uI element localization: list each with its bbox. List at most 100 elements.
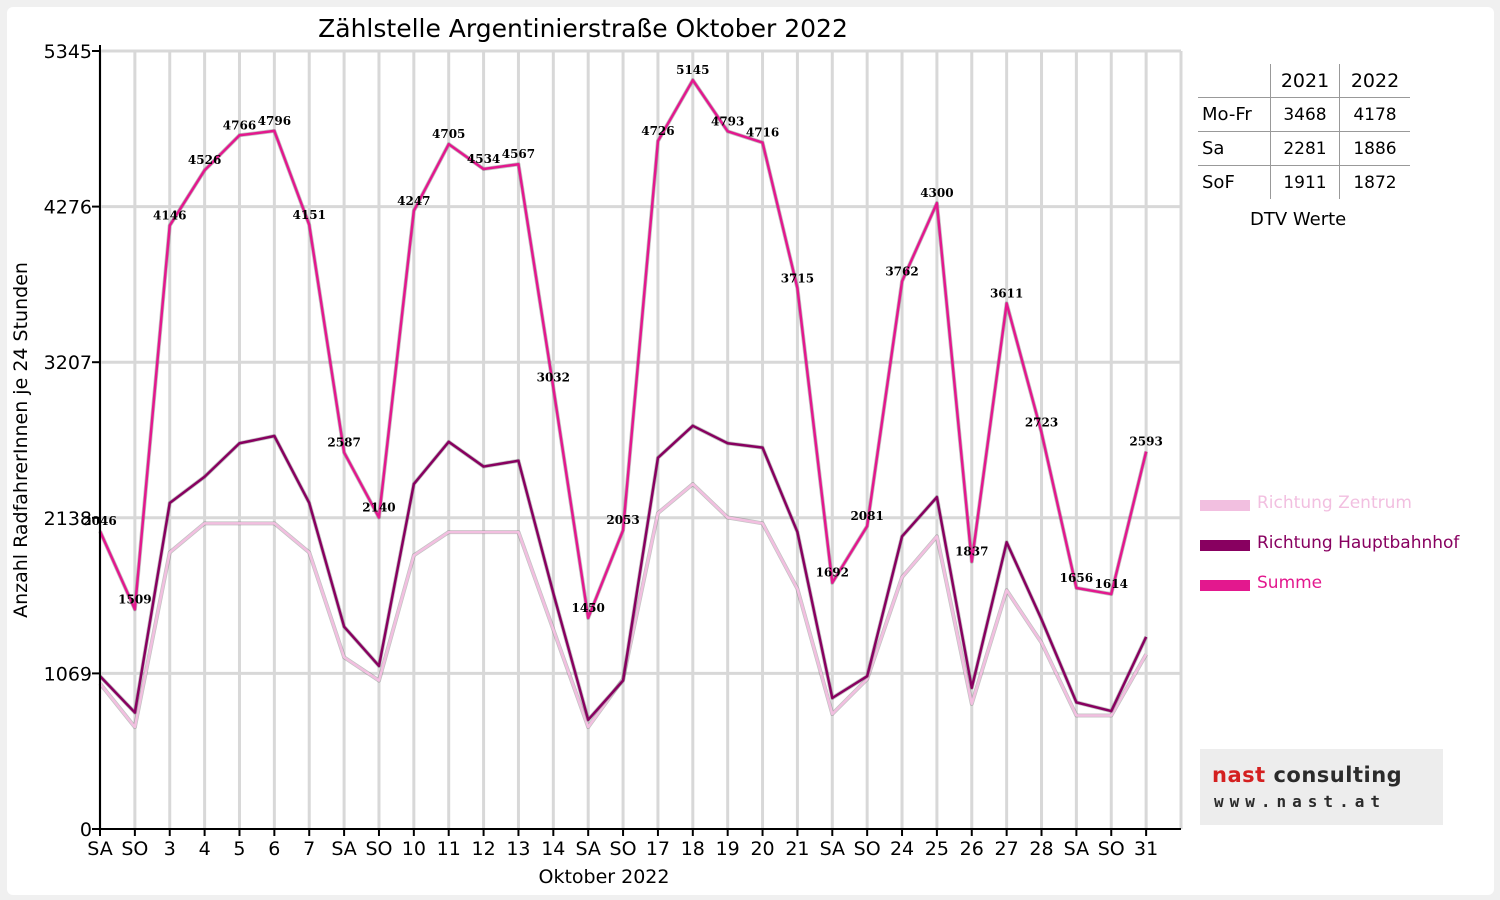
x-tick-label: SA — [575, 838, 600, 860]
x-tick-label: SA — [820, 838, 845, 860]
x-tick-label: 18 — [681, 838, 705, 860]
data-label: 4146 — [153, 209, 186, 223]
data-label: 1837 — [955, 545, 988, 559]
series-line — [99, 424, 1148, 722]
data-label: 4796 — [258, 114, 291, 128]
x-tick-label: 6 — [268, 838, 280, 860]
dtv-cell-2022: 4178 — [1339, 97, 1410, 132]
legend-item-hauptbahnhof: Richtung Hauptbahnhof — [1198, 533, 1498, 555]
data-label: 2046 — [83, 514, 116, 528]
x-tick-label: SA — [87, 838, 112, 860]
data-label: 4567 — [502, 147, 535, 161]
x-tick-label: 12 — [471, 838, 495, 860]
x-tick-label: 7 — [303, 838, 315, 860]
legend-label: Richtung Hauptbahnhof — [1257, 533, 1460, 553]
legend-label: Summe — [1257, 573, 1323, 593]
data-label: 3715 — [781, 271, 814, 285]
y-axis-label: Anzahl RadfahrerInnen je 24 Stunden — [10, 262, 32, 618]
x-tick-label: 14 — [541, 838, 565, 860]
x-tick-label: 17 — [646, 838, 670, 860]
data-label: 2587 — [327, 435, 360, 449]
data-label: 2593 — [1129, 435, 1162, 449]
data-label: 4300 — [920, 186, 953, 200]
x-tick-label: 26 — [960, 838, 984, 860]
x-tick-label: SO — [854, 838, 881, 860]
x-tick-label: 31 — [1134, 838, 1158, 860]
dtv-table: 2021 2022 Mo-Fr 3468 4178 Sa 2281 1886 S… — [1198, 64, 1410, 199]
logo-wordmark: nast consulting — [1212, 763, 1402, 787]
data-label: 4151 — [293, 208, 326, 222]
data-label: 3611 — [990, 286, 1023, 300]
y-tick-label: 5345 — [44, 41, 92, 63]
x-axis-label: Oktober 2022 — [539, 866, 670, 888]
data-label: 4526 — [188, 153, 221, 167]
data-label: 1656 — [1060, 571, 1093, 585]
dtv-cell-2022: 1872 — [1353, 172, 1397, 193]
x-tick-label: 13 — [506, 838, 530, 860]
x-tick-label: 25 — [925, 838, 949, 860]
dtv-row-label: SoF — [1198, 165, 1271, 199]
dtv-header-2021: 2021 — [1270, 64, 1340, 98]
data-label: 3032 — [537, 371, 570, 385]
dtv-row-label: Mo-Fr — [1198, 97, 1271, 132]
logo-url: www.nast.at — [1214, 792, 1386, 811]
data-label: 4793 — [711, 114, 744, 128]
x-tick-label: 28 — [1029, 838, 1053, 860]
data-label: 1450 — [571, 601, 604, 615]
data-label: 4766 — [223, 118, 256, 132]
y-tick-label: 3207 — [44, 352, 92, 374]
data-label: 4726 — [641, 124, 674, 138]
dtv-caption: DTV Werte — [1250, 209, 1347, 230]
x-tick-label: 27 — [995, 838, 1019, 860]
x-tick-label: SA — [331, 838, 356, 860]
data-label: 1509 — [118, 592, 151, 606]
data-label: 2140 — [362, 501, 395, 515]
x-tick-label: 21 — [785, 838, 809, 860]
x-tick-label: SO — [121, 838, 148, 860]
dtv-header-row: 2021 2022 — [1198, 64, 1410, 98]
logo-name-part1: nast — [1212, 763, 1266, 787]
dtv-cell-2022: 1886 — [1339, 131, 1410, 166]
x-tick-label: SO — [1098, 838, 1125, 860]
legend-swatch — [1200, 500, 1250, 511]
x-tick-label: 5 — [233, 838, 245, 860]
x-tick-label: SA — [1064, 838, 1089, 860]
y-tick-label: 1069 — [44, 663, 92, 685]
data-label: 2723 — [1025, 416, 1058, 430]
x-tick-label: 19 — [716, 838, 740, 860]
legend-item-summe: Summe — [1198, 573, 1498, 595]
x-tick-label: 11 — [437, 838, 461, 860]
x-tick-label: SO — [365, 838, 392, 860]
dtv-header-empty — [1198, 64, 1271, 98]
data-label: 1692 — [816, 566, 849, 580]
data-label: 4716 — [746, 126, 779, 140]
dtv-cell-2021: 1911 — [1270, 165, 1340, 199]
legend-swatch — [1200, 580, 1250, 591]
data-label: 2053 — [606, 513, 639, 527]
x-tick-label: 10 — [402, 838, 426, 860]
x-tick-label: 3 — [164, 838, 176, 860]
y-tick-label: 4276 — [44, 197, 92, 219]
x-tick-label: 24 — [890, 838, 914, 860]
x-tick-label: SO — [610, 838, 637, 860]
chart-title: Zählstelle Argentinierstraße Oktober 202… — [318, 14, 848, 43]
data-label: 2081 — [850, 509, 883, 523]
dtv-row-label: Sa — [1198, 131, 1271, 166]
x-tick-label: 20 — [750, 838, 774, 860]
legend-swatch — [1200, 540, 1250, 551]
data-label: 1614 — [1095, 577, 1128, 591]
dtv-cell-2021: 2281 — [1270, 131, 1340, 166]
legend-label: Richtung Zentrum — [1257, 493, 1412, 513]
y-tick-label: 0 — [80, 819, 92, 841]
data-label: 3762 — [885, 264, 918, 278]
y-tick-label: 2138 — [44, 508, 92, 530]
data-label: 5145 — [676, 63, 709, 77]
dtv-row-mofr: Mo-Fr 3468 4178 — [1198, 97, 1410, 132]
logo-name-part2: consulting — [1265, 763, 1403, 787]
dtv-row-sof: SoF 1911 1872 — [1198, 165, 1410, 199]
legend-item-zentrum: Richtung Zentrum — [1198, 493, 1498, 515]
company-logo: nast consulting www.nast.at — [1200, 749, 1443, 825]
x-tick-label: 4 — [199, 838, 211, 860]
